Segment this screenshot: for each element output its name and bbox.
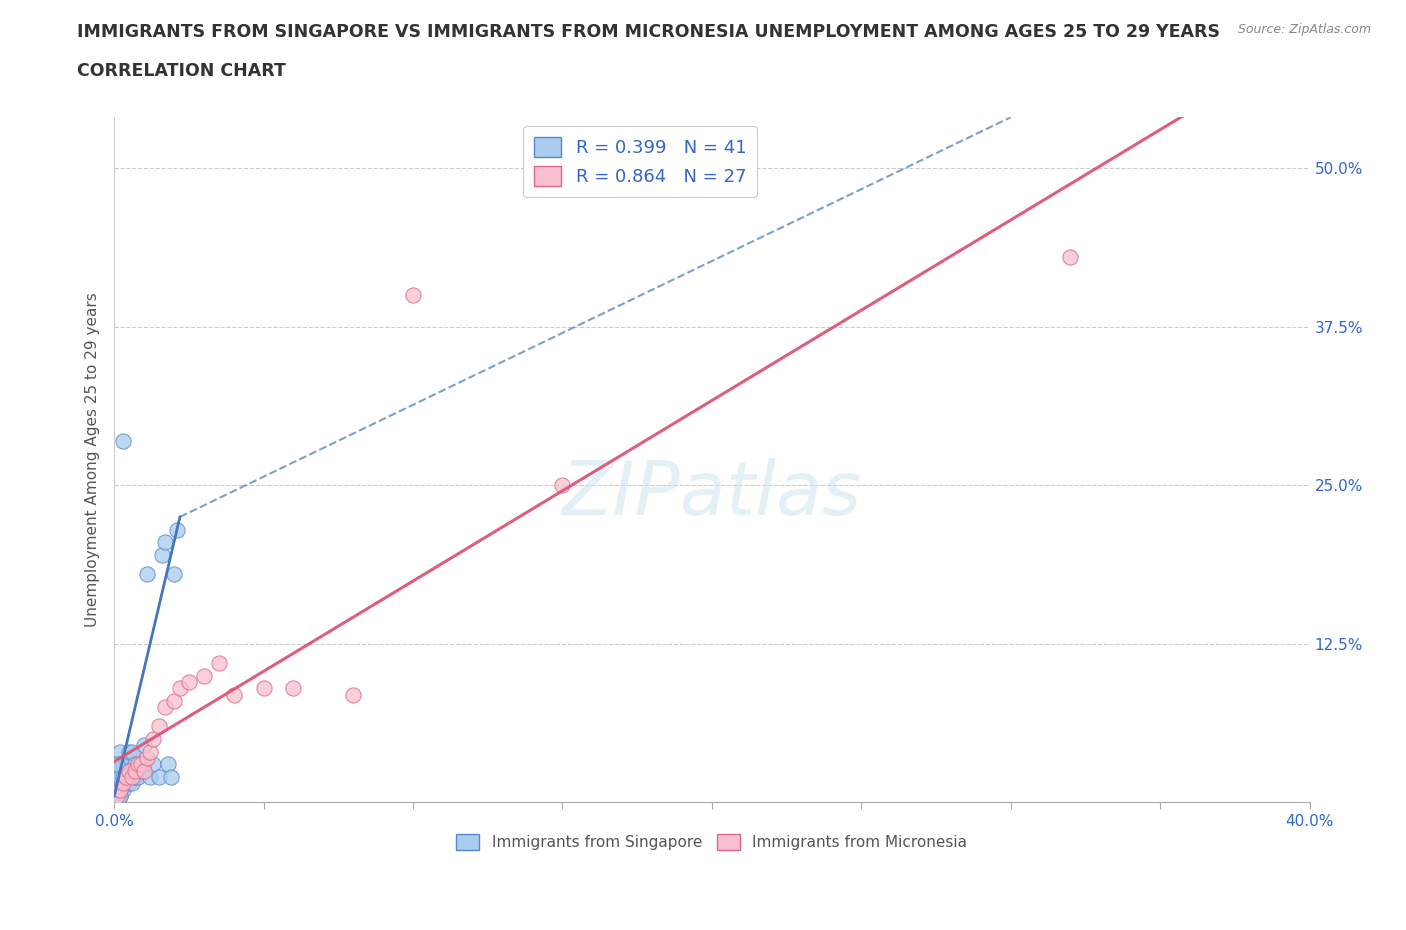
Point (142, 732, 165, 747)
Point (115, 770, 138, 785)
Point (108, 782, 131, 797)
Point (193, 668, 215, 683)
Point (551, 478, 574, 493)
Point (166, 522, 188, 537)
Point (118, 764, 141, 778)
Point (153, 699, 176, 714)
Point (252, 681, 274, 696)
Point (156, 757, 179, 772)
Point (121, 744, 143, 759)
Point (136, 566, 159, 581)
Point (148, 770, 170, 785)
Point (153, 535, 176, 550)
Point (139, 744, 162, 759)
Point (108, 789, 131, 804)
Point (142, 757, 165, 772)
Point (105, 770, 128, 785)
Point (115, 770, 138, 785)
Point (121, 776, 143, 790)
Point (342, 687, 364, 702)
Point (108, 757, 131, 772)
Point (139, 770, 162, 785)
Point (177, 674, 200, 689)
Point (132, 737, 155, 752)
Point (124, 764, 146, 778)
Point (124, 757, 146, 772)
Point (121, 764, 143, 778)
Point (108, 744, 131, 759)
Text: ZIPatlas: ZIPatlas (562, 458, 862, 530)
Point (148, 719, 170, 734)
Point (208, 656, 231, 671)
Y-axis label: Unemployment Among Ages 25 to 29 years: Unemployment Among Ages 25 to 29 years (86, 292, 100, 627)
Point (1059, 249, 1081, 264)
Text: IMMIGRANTS FROM SINGAPORE VS IMMIGRANTS FROM MICRONESIA UNEMPLOYMENT AMONG AGES : IMMIGRANTS FROM SINGAPORE VS IMMIGRANTS … (77, 23, 1220, 41)
Point (283, 681, 305, 696)
Point (222, 687, 245, 702)
Point (118, 744, 141, 759)
Legend: Immigrants from Singapore, Immigrants from Micronesia: Immigrants from Singapore, Immigrants fr… (450, 829, 973, 857)
Point (127, 757, 149, 772)
Point (108, 789, 131, 804)
Point (150, 548, 173, 563)
Point (118, 764, 141, 778)
Point (105, 789, 128, 804)
Point (105, 757, 128, 772)
Point (163, 694, 186, 709)
Text: CORRELATION CHART: CORRELATION CHART (77, 62, 287, 80)
Point (136, 751, 159, 765)
Point (105, 782, 128, 797)
Point (115, 776, 138, 790)
Point (160, 770, 183, 785)
Text: Source: ZipAtlas.com: Source: ZipAtlas.com (1237, 23, 1371, 36)
Point (127, 770, 149, 785)
Point (124, 770, 146, 785)
Point (118, 776, 141, 790)
Point (105, 764, 128, 778)
Point (108, 782, 131, 797)
Point (129, 764, 152, 778)
Point (402, 287, 425, 302)
Point (163, 566, 186, 581)
Point (112, 757, 135, 772)
Point (108, 770, 131, 785)
Point (105, 789, 128, 804)
Point (132, 764, 155, 778)
Point (129, 757, 152, 772)
Point (115, 757, 138, 772)
Point (169, 681, 191, 696)
Point (121, 770, 143, 785)
Point (112, 770, 135, 785)
Point (105, 776, 128, 790)
Point (112, 776, 135, 790)
Point (132, 757, 155, 772)
Point (112, 782, 135, 797)
Point (112, 433, 135, 448)
